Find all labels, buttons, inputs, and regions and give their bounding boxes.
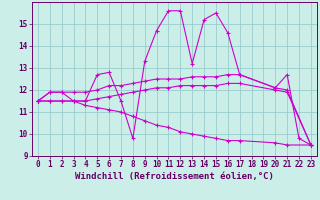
X-axis label: Windchill (Refroidissement éolien,°C): Windchill (Refroidissement éolien,°C) — [75, 172, 274, 181]
